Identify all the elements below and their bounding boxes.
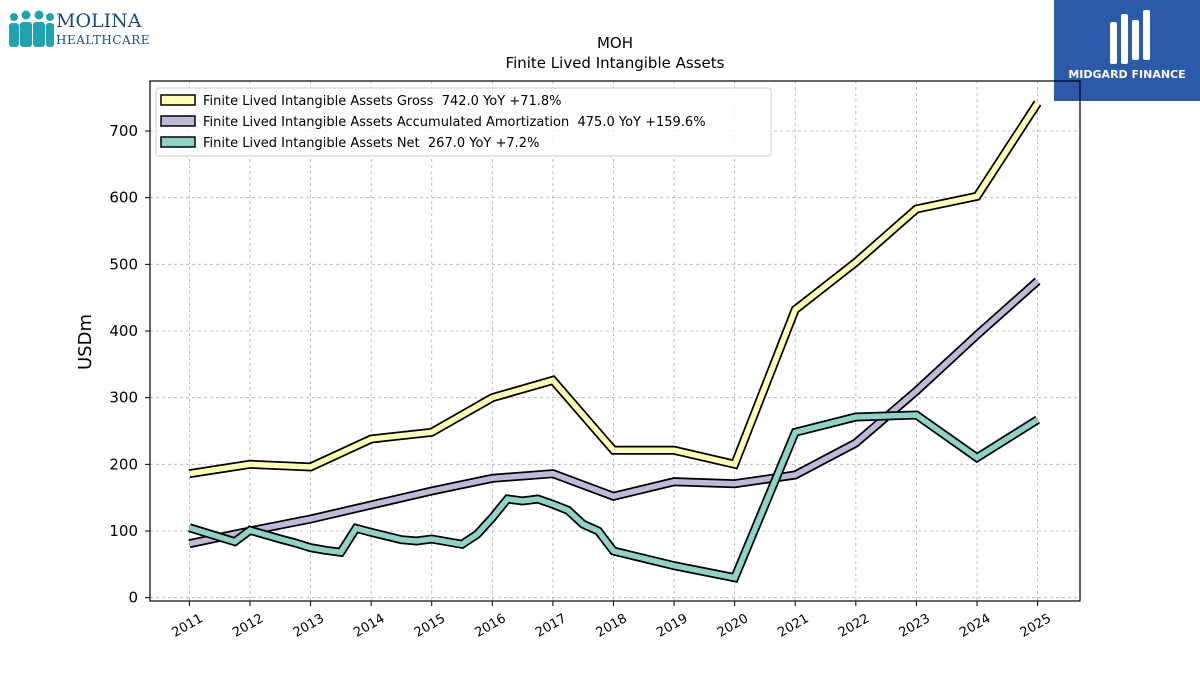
x-tick-label: 2025 — [1018, 611, 1054, 641]
x-tick-label: 2022 — [836, 611, 872, 641]
x-tick-label: 2012 — [230, 611, 266, 641]
x-tick-label: 2020 — [715, 611, 751, 641]
legend: Finite Lived Intangible Assets Gross 742… — [155, 87, 772, 157]
molina-people-icon — [9, 10, 54, 47]
x-tick-label: 2023 — [897, 611, 933, 641]
midgard-finance-text: MIDGARD FINANCE — [1068, 68, 1186, 81]
y-tick-label: 500 — [109, 255, 138, 273]
molina-logo-name: MOLINA — [56, 10, 142, 32]
y-tick-label: 200 — [109, 455, 138, 473]
legend-box — [155, 87, 772, 157]
series-2 — [188, 277, 1041, 549]
y-axis-label: USDm — [75, 314, 96, 370]
chart-title: MOH — [597, 34, 633, 52]
x-tick-label: 2016 — [472, 611, 508, 641]
x-tick-label: 2019 — [654, 611, 690, 641]
x-tick-label: 2013 — [291, 611, 327, 641]
y-tick-label: 600 — [109, 189, 138, 207]
midgard-emblem-icon — [1110, 10, 1150, 64]
x-tick-label: 2017 — [533, 611, 569, 641]
legend-swatch — [160, 136, 196, 148]
x-tick-label: 2021 — [775, 611, 811, 641]
y-tick-label: 300 — [109, 389, 138, 407]
y-tick-label: 400 — [109, 322, 138, 340]
series-1 — [188, 100, 1042, 479]
series-line — [188, 101, 1040, 477]
y-tick-label: 100 — [109, 522, 138, 540]
y-tick-label: 700 — [109, 122, 138, 140]
legend-label: Finite Lived Intangible Assets Accumulat… — [203, 115, 706, 130]
plot-frame — [149, 80, 1081, 602]
midgard-finance-logo: MIDGARD FINANCE — [1054, 0, 1200, 101]
molina-logo-subtitle: HEALTHCARE — [56, 33, 150, 47]
chart-subtitle: Finite Lived Intangible Assets — [506, 54, 725, 72]
series-3 — [188, 410, 1040, 583]
legend-label: Finite Lived Intangible Assets Gross 742… — [203, 94, 562, 109]
legend-swatch — [160, 115, 196, 127]
series-lines — [188, 100, 1042, 583]
series-line — [188, 278, 1040, 547]
x-tick-label: 2015 — [412, 611, 448, 641]
x-tick-label: 2024 — [957, 611, 993, 641]
molina-healthcare-logo — [6, 6, 156, 50]
x-tick-label: 2011 — [170, 611, 206, 641]
legend-swatch — [160, 94, 196, 106]
series-line — [188, 412, 1040, 581]
legend-label: Finite Lived Intangible Assets Net 267.0… — [203, 136, 539, 151]
axes: 0 100 200 300 400 500 600 700 2011 2012 2013 2014 20… — [109, 122, 1054, 641]
x-tick-label: 2014 — [351, 611, 387, 641]
x-tick-label: 2018 — [594, 611, 630, 641]
y-tick-label: 0 — [128, 589, 138, 607]
